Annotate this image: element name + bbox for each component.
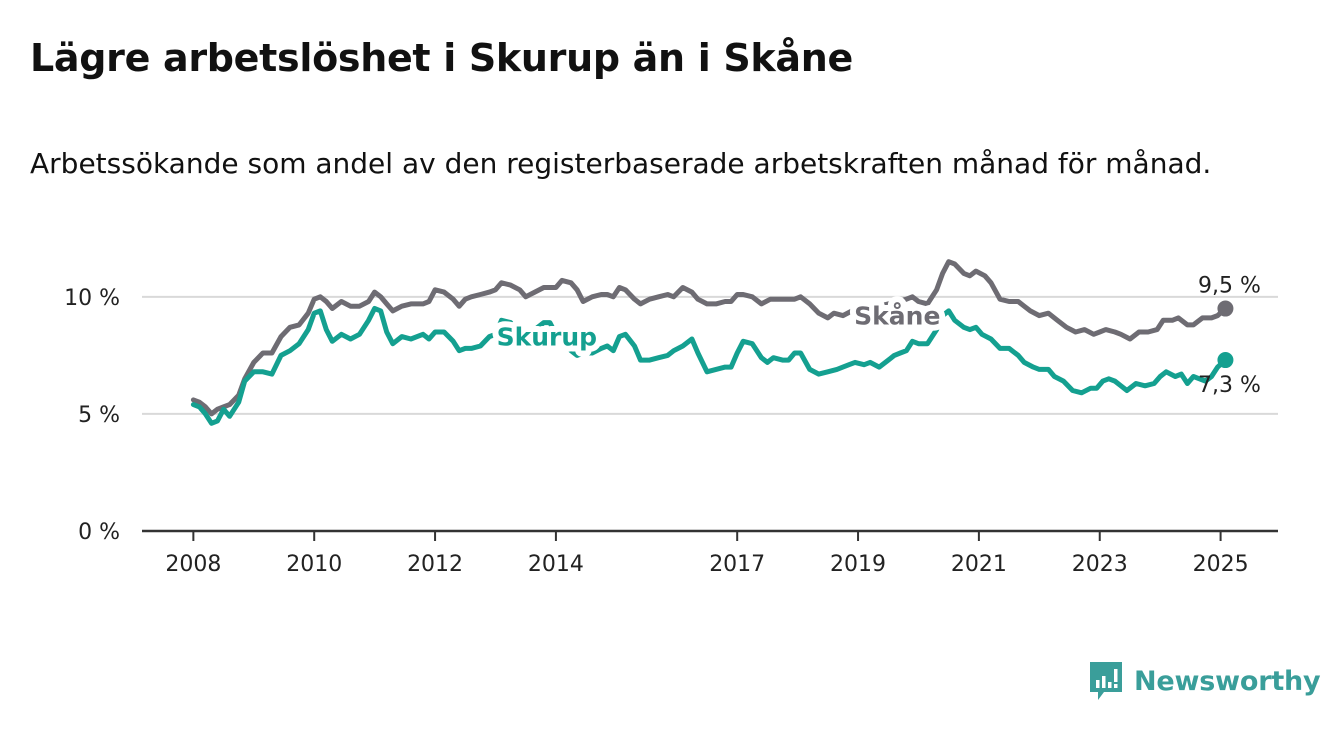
series-name-halo: Skurup	[497, 323, 597, 352]
newsworthy-brand: Newsworthy	[1088, 660, 1321, 702]
series-name-label: Skurup	[497, 323, 597, 352]
y-tick-label: 10 %	[64, 286, 120, 311]
series-line-skane	[190, 259, 1228, 417]
x-axis: 2008 2010 2012 2014 2017 2019 2021 2023 2025	[142, 529, 1278, 577]
x-tick-label: 2012	[407, 552, 463, 577]
series-line-skurup	[190, 306, 1228, 426]
series-end-label: 7,3 %	[1198, 373, 1261, 398]
x-tick-label: 2008	[165, 552, 221, 577]
gridlines: 0 % 5 % 10 %	[64, 286, 1278, 545]
x-tick-label: 2017	[709, 552, 765, 577]
x-tick-label: 2019	[830, 552, 886, 577]
series-end-point	[1217, 352, 1234, 369]
brand-name: Newsworthy	[1134, 665, 1321, 697]
x-tick-label: 2010	[286, 552, 342, 577]
x-tick-label: 2023	[1072, 552, 1128, 577]
x-tick-label: 2014	[528, 552, 584, 577]
series-name-halo: Skåne	[854, 302, 940, 331]
x-tick-label: 2021	[951, 552, 1007, 577]
x-tick-label: 2025	[1193, 552, 1249, 577]
chart-title: Lägre arbetslöshet i Skurup än i Skåne	[30, 36, 853, 80]
series-end-point	[1217, 300, 1234, 317]
series-end-label: 9,5 %	[1198, 274, 1261, 299]
chart-subtitle: Arbetssökande som andel av den registerb…	[30, 147, 1212, 180]
y-tick-label: 0 %	[78, 520, 120, 545]
series-name-label: Skåne	[854, 302, 940, 331]
series-lines	[190, 259, 1234, 426]
y-tick-label: 5 %	[78, 403, 120, 428]
bar-chart-logo-icon	[1090, 662, 1122, 700]
